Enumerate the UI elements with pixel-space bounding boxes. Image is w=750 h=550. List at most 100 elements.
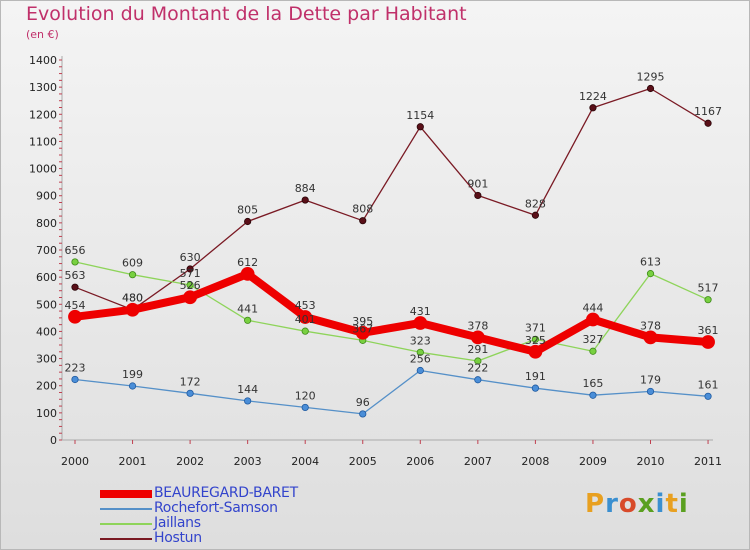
data-label-hostun: 1154 bbox=[406, 109, 434, 122]
logo-letter: x bbox=[637, 489, 656, 519]
point-rochefort-samson bbox=[646, 387, 655, 396]
point-beauregard-baret bbox=[701, 335, 715, 349]
axes: 0 100 200 300 400 500 600 700 800 900 1000 1100 1200… bbox=[29, 54, 722, 468]
data-label-hostun: 630 bbox=[180, 251, 201, 264]
point-beauregard-baret bbox=[470, 330, 485, 345]
legend-swatch bbox=[100, 490, 152, 498]
point-jaillans bbox=[71, 258, 79, 266]
data-label-beauregard-baret: 378 bbox=[640, 319, 661, 332]
point-rochefort-samson bbox=[244, 397, 252, 405]
y-tick-label: 500 bbox=[36, 298, 57, 311]
data-label-hostun: 884 bbox=[295, 182, 316, 195]
logo-letter: t bbox=[665, 489, 679, 519]
point-hostun bbox=[589, 104, 597, 112]
y-tick-label: 300 bbox=[36, 353, 57, 366]
logo-letter: i bbox=[678, 489, 689, 519]
point-beauregard-baret bbox=[68, 309, 82, 324]
point-hostun bbox=[71, 283, 79, 291]
y-tick-label: 800 bbox=[36, 217, 57, 230]
data-label-rochefort-samson: 96 bbox=[356, 396, 370, 409]
point-hostun bbox=[186, 265, 194, 273]
point-beauregard-baret bbox=[355, 325, 370, 340]
point-beauregard-baret bbox=[643, 330, 658, 345]
data-label-beauregard-baret: 378 bbox=[467, 319, 488, 332]
data-label-jaillans: 371 bbox=[525, 321, 546, 334]
point-hostun bbox=[531, 211, 540, 219]
data-label-jaillans: 656 bbox=[65, 244, 86, 257]
legend-label: Jaillans bbox=[154, 515, 201, 531]
point-hostun bbox=[359, 217, 367, 225]
data-label-hostun: 808 bbox=[352, 203, 373, 216]
chart-unit: (en €) bbox=[26, 28, 59, 41]
chart-title: Evolution du Montant de la Dette par Hab… bbox=[26, 3, 467, 25]
legend-label: BEAUREGARD-BARET bbox=[154, 485, 298, 501]
y-tick-label: 400 bbox=[36, 325, 57, 338]
point-jaillans bbox=[704, 296, 712, 304]
data-label-jaillans: 517 bbox=[698, 282, 719, 295]
y-tick-label: 1000 bbox=[29, 163, 57, 176]
y-tick-label: 200 bbox=[36, 380, 57, 393]
data-label-beauregard-baret: 612 bbox=[237, 256, 258, 269]
x-tick-label: 2009 bbox=[579, 455, 607, 468]
point-rochefort-samson bbox=[474, 376, 482, 384]
x-tick-label: 2001 bbox=[119, 455, 147, 468]
data-label-beauregard-baret: 361 bbox=[698, 324, 719, 337]
legend-label: Rochefort-Samson bbox=[154, 500, 278, 516]
y-tick-label: 1300 bbox=[29, 81, 57, 94]
x-tick-label: 2006 bbox=[406, 455, 434, 468]
data-label-jaillans: 323 bbox=[410, 334, 431, 347]
data-label-beauregard-baret: 453 bbox=[295, 299, 316, 312]
point-beauregard-baret bbox=[240, 266, 255, 281]
x-tick-label: 2000 bbox=[61, 455, 89, 468]
data-label-jaillans: 613 bbox=[640, 256, 661, 269]
data-label-rochefort-samson: 120 bbox=[295, 389, 316, 402]
point-rochefort-samson bbox=[531, 384, 540, 392]
logo-letter: o bbox=[618, 489, 638, 519]
line-chart: 0 100 200 300 400 500 600 700 800 900 1000 1100 1200… bbox=[29, 54, 723, 468]
x-tick-label: 2008 bbox=[521, 455, 549, 468]
data-labels: 563 480 630 805 884 808 1154 901 828 1224 1295 1167… bbox=[65, 71, 723, 409]
data-label-beauregard-baret: 325 bbox=[525, 334, 546, 347]
point-hostun bbox=[646, 84, 655, 93]
x-tick-label: 2004 bbox=[291, 455, 319, 468]
data-label-beauregard-baret: 480 bbox=[122, 292, 143, 305]
proxiti-logo: Proxiti bbox=[585, 489, 689, 519]
logo-letter: r bbox=[605, 489, 619, 519]
data-label-beauregard-baret: 454 bbox=[65, 299, 86, 312]
legend-label: Hostun bbox=[154, 530, 202, 546]
point-beauregard-baret bbox=[413, 316, 428, 330]
data-label-hostun: 805 bbox=[237, 204, 258, 217]
point-rochefort-samson bbox=[704, 392, 712, 400]
data-label-hostun: 480 bbox=[122, 292, 143, 305]
logo-letter: i bbox=[655, 489, 666, 519]
data-label-beauregard-baret: 395 bbox=[352, 315, 373, 328]
point-jaillans bbox=[474, 357, 482, 365]
y-tick-label: 700 bbox=[36, 244, 57, 257]
point-rochefort-samson bbox=[301, 403, 309, 412]
data-label-hostun: 901 bbox=[467, 177, 488, 190]
data-label-jaillans: 327 bbox=[582, 333, 603, 346]
series-group bbox=[68, 84, 715, 418]
data-label-rochefort-samson: 172 bbox=[180, 375, 201, 388]
data-label-jaillans: 291 bbox=[467, 343, 488, 356]
point-rochefort-samson bbox=[416, 366, 424, 375]
data-label-jaillans: 401 bbox=[295, 313, 316, 326]
legend-swatch bbox=[100, 508, 152, 510]
y-tick-label: 600 bbox=[36, 271, 57, 284]
data-label-rochefort-samson: 222 bbox=[467, 362, 488, 375]
y-tick-label: 1200 bbox=[29, 108, 57, 121]
y-tick-label: 1100 bbox=[29, 135, 57, 148]
data-label-rochefort-samson: 191 bbox=[525, 370, 546, 383]
point-rochefort-samson bbox=[128, 382, 137, 390]
data-label-rochefort-samson: 161 bbox=[698, 378, 719, 391]
data-label-hostun: 1224 bbox=[579, 90, 607, 103]
data-label-rochefort-samson: 179 bbox=[640, 373, 661, 386]
data-label-hostun: 1295 bbox=[637, 71, 665, 84]
y-tick-label: 900 bbox=[36, 190, 57, 203]
point-jaillans bbox=[186, 281, 194, 289]
point-jaillans bbox=[589, 347, 597, 355]
x-tick-label: 2002 bbox=[176, 455, 204, 468]
data-label-jaillans: 441 bbox=[237, 302, 258, 315]
data-label-beauregard-baret: 444 bbox=[582, 301, 603, 314]
data-label-rochefort-samson: 199 bbox=[122, 368, 143, 381]
